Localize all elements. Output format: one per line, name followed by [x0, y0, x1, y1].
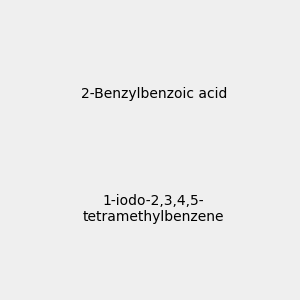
Text: 2-Benzylbenzoic acid: 2-Benzylbenzoic acid: [81, 87, 227, 101]
Text: 1-iodo-2,3,4,5-
tetramethylbenzene: 1-iodo-2,3,4,5- tetramethylbenzene: [83, 194, 224, 224]
